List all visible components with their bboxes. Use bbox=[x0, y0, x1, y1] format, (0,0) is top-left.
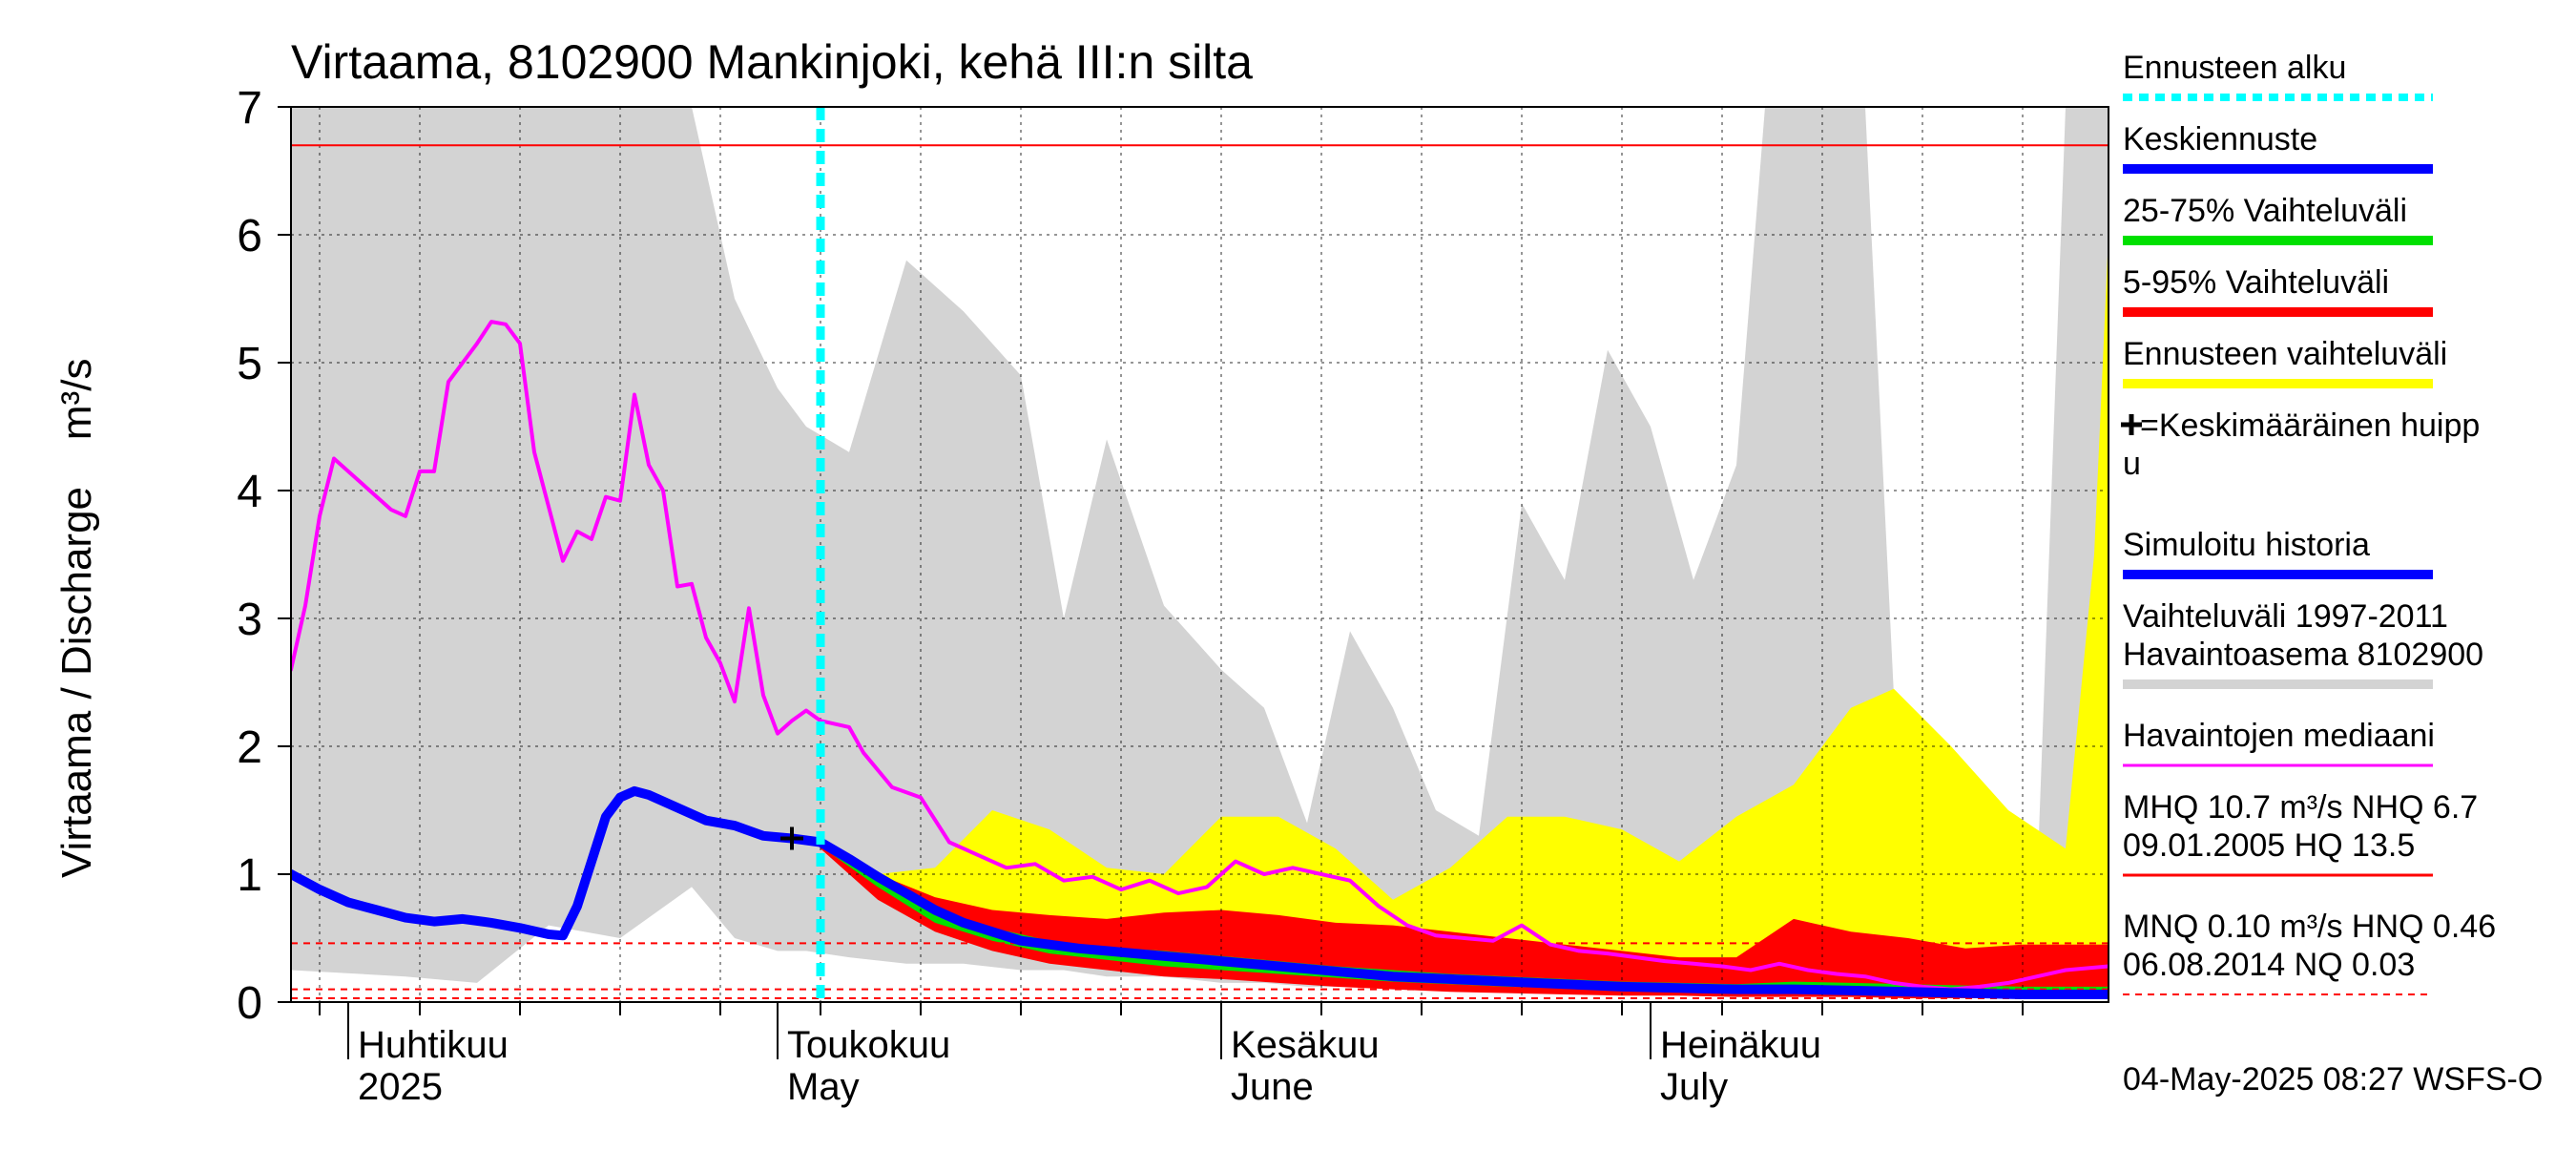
legend-item-vaihteluvali-1997-2011: Vaihteluväli 1997-2011 Havaintoasema 810… bbox=[2123, 598, 2483, 689]
legend-label: =Keskimääräinen huipp bbox=[2140, 408, 2480, 444]
line-simuloitu-historia bbox=[291, 785, 825, 941]
legend-item-ennusteen-vaihteluvali: Ennusteen vaihteluväli bbox=[2123, 336, 2447, 388]
legend-cross-icon bbox=[2121, 414, 2142, 435]
band-vaihteluvali-1997-2011-havaintoasema-8102900 bbox=[291, 107, 2109, 996]
plot-area bbox=[291, 107, 2109, 1002]
y-tick-label: 4 bbox=[237, 467, 262, 517]
y-tick-label: 7 bbox=[237, 83, 262, 134]
line-keskiennuste bbox=[816, 837, 2109, 999]
x-month-label-fi: Toukokuu bbox=[787, 1024, 950, 1066]
y-tick-label: 6 bbox=[237, 211, 262, 261]
y-tick-label: 3 bbox=[237, 595, 262, 645]
grid-lines bbox=[291, 107, 2109, 1002]
band-ennusteen-vaihteluvali bbox=[821, 235, 2109, 990]
legend-label: MNQ 0.10 m³/s HNQ 0.46 bbox=[2123, 909, 2496, 945]
legend-label: MHQ 10.7 m³/s NHQ 6.7 bbox=[2123, 789, 2478, 826]
legend-label: Ennusteen alku bbox=[2123, 50, 2346, 86]
axes: 01234567Huhtikuu2025ToukokuuMayKesäkuuJu… bbox=[237, 83, 2109, 1108]
legend-label: Havaintojen mediaani bbox=[2123, 718, 2435, 754]
x-month-label-fi: Kesäkuu bbox=[1231, 1024, 1380, 1066]
legend-label: Vaihteluväli 1997-2011 bbox=[2123, 598, 2448, 635]
legend-label: Simuloitu historia bbox=[2123, 527, 2370, 563]
x-month-label-en: July bbox=[1660, 1066, 1728, 1108]
y-tick-label: 5 bbox=[237, 339, 262, 389]
line-havaintojen-mediaani bbox=[291, 320, 2109, 992]
x-month-label-en: 2025 bbox=[358, 1066, 443, 1108]
x-month-label-fi: Huhtikuu bbox=[358, 1024, 509, 1066]
legend: Ennusteen alku Keskiennuste 25-75% Vaihtel… bbox=[2121, 50, 2496, 995]
y-axis-label: Virtaama / Discharge m³/s bbox=[53, 359, 100, 878]
legend-item-simuloitu-historia: Simuloitu historia bbox=[2123, 527, 2433, 579]
plot-clipped-group bbox=[291, 107, 2109, 1002]
legend-label-line2: Havaintoasema 8102900 bbox=[2123, 637, 2483, 673]
peak-marker bbox=[780, 826, 803, 850]
legend-item-keskiennuste: Keskiennuste bbox=[2123, 121, 2433, 174]
y-tick-label: 1 bbox=[237, 850, 262, 901]
legend-label: 25-75% Vaihteluväli bbox=[2123, 193, 2407, 229]
x-month-label-en: May bbox=[787, 1066, 860, 1108]
legend-label-line2: 09.01.2005 HQ 13.5 bbox=[2123, 827, 2415, 864]
x-month-label-en: June bbox=[1231, 1066, 1314, 1108]
chart-title: Virtaama, 8102900 Mankinjoki, kehä III:n… bbox=[291, 35, 1253, 89]
legend-item-ennusteen-alku: Ennusteen alku bbox=[2123, 50, 2433, 101]
x-month-label-fi: Heinäkuu bbox=[1660, 1024, 1821, 1066]
y-tick-label: 0 bbox=[237, 978, 262, 1029]
legend-item-mhq-10-7-m-s-nhq-6-7: MHQ 10.7 m³/s NHQ 6.709.01.2005 HQ 13.5 bbox=[2123, 789, 2478, 877]
legend-label-line2: 06.08.2014 NQ 0.03 bbox=[2123, 947, 2415, 983]
legend-item-5-95-vaihteluvali: 5-95% Vaihteluväli bbox=[2123, 264, 2433, 317]
plot-frame bbox=[290, 106, 2109, 1003]
timestamp-footer: 04-May-2025 08:27 WSFS-O bbox=[2123, 1061, 2543, 1098]
legend-label: Ennusteen vaihteluväli bbox=[2123, 336, 2447, 372]
legend-label: Keskiennuste bbox=[2123, 121, 2317, 157]
legend-label-line2: u bbox=[2123, 446, 2141, 482]
legend-item-havaintojen-mediaani: Havaintojen mediaani bbox=[2123, 718, 2435, 767]
legend-item-25-75-vaihteluvali: 25-75% Vaihteluväli bbox=[2123, 193, 2433, 245]
legend-label: 5-95% Vaihteluväli bbox=[2123, 264, 2389, 301]
y-tick-label: 2 bbox=[237, 722, 262, 773]
